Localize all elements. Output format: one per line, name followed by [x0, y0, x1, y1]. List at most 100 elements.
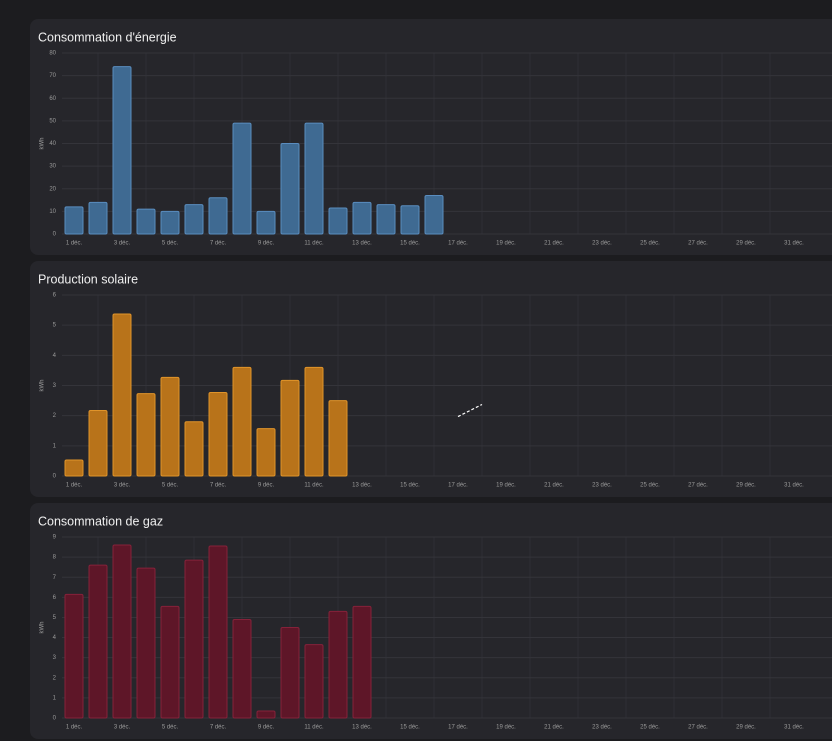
x-tick-label: 7 déc.	[210, 241, 227, 247]
x-tick-label: 31 déc.	[784, 241, 804, 247]
bar	[184, 204, 204, 235]
bar	[112, 66, 132, 235]
x-tick-label: 13 déc.	[352, 725, 372, 731]
x-tick-label: 13 déc.	[352, 241, 372, 247]
x-tick-label: 17 déc.	[448, 483, 468, 489]
card	[30, 261, 832, 497]
x-tick-label: 25 déc.	[640, 483, 660, 489]
y-tick-label: 10	[49, 209, 56, 215]
y-tick-label: 30	[49, 164, 56, 170]
x-tick-label: 7 déc.	[210, 725, 227, 731]
x-tick-label: 5 déc.	[162, 483, 179, 489]
bar	[88, 564, 108, 719]
x-tick-label: 27 déc.	[688, 483, 708, 489]
x-tick-label: 29 déc.	[736, 241, 756, 247]
bar	[328, 400, 348, 477]
x-tick-label: 19 déc.	[496, 241, 516, 247]
x-tick-label: 29 déc.	[736, 725, 756, 731]
x-tick-label: 3 déc.	[114, 241, 131, 247]
card	[30, 503, 832, 739]
x-tick-label: 17 déc.	[448, 725, 468, 731]
x-tick-label: 9 déc.	[258, 725, 275, 731]
y-tick-label: 0	[53, 716, 57, 722]
bar	[256, 210, 276, 235]
bar	[160, 210, 180, 235]
bar	[208, 545, 228, 719]
x-tick-label: 3 déc.	[114, 483, 131, 489]
y-tick-label: 20	[49, 186, 56, 192]
bar	[184, 559, 204, 719]
bar	[376, 204, 396, 235]
bar	[64, 593, 84, 719]
y-tick-label: 6	[53, 293, 57, 299]
chart-title: Production solaire	[38, 272, 138, 286]
bar	[352, 201, 372, 235]
x-tick-label: 11 déc.	[304, 725, 324, 731]
y-tick-label: 1	[53, 695, 57, 701]
card	[30, 19, 832, 255]
y-axis-label: kWh	[40, 622, 46, 634]
x-tick-label: 23 déc.	[592, 725, 612, 731]
bar	[160, 376, 180, 477]
y-tick-label: 80	[49, 51, 56, 57]
bar	[232, 366, 252, 477]
x-tick-label: 25 déc.	[640, 241, 660, 247]
bar	[352, 605, 372, 719]
x-tick-label: 9 déc.	[258, 483, 275, 489]
chart-title: Consommation de gaz	[38, 514, 163, 528]
x-tick-label: 9 déc.	[258, 241, 275, 247]
y-axis-label: kWh	[40, 138, 46, 150]
x-tick-label: 7 déc.	[210, 483, 227, 489]
x-tick-label: 27 déc.	[688, 241, 708, 247]
y-tick-label: 4	[53, 635, 57, 641]
x-tick-label: 27 déc.	[688, 725, 708, 731]
bar	[232, 122, 252, 235]
x-tick-label: 17 déc.	[448, 241, 468, 247]
bar	[112, 544, 132, 719]
bar	[136, 567, 156, 719]
bar	[232, 618, 252, 719]
x-tick-label: 21 déc.	[544, 725, 564, 731]
x-tick-label: 21 déc.	[544, 241, 564, 247]
y-tick-label: 3	[53, 655, 57, 661]
bar	[328, 610, 348, 719]
y-tick-label: 60	[49, 96, 56, 102]
bar	[280, 379, 300, 477]
bar	[88, 410, 108, 477]
y-tick-label: 70	[49, 73, 56, 79]
y-tick-label: 8	[53, 555, 57, 561]
y-tick-label: 2	[53, 413, 57, 419]
x-tick-label: 29 déc.	[736, 483, 756, 489]
x-tick-label: 23 déc.	[592, 241, 612, 247]
y-tick-label: 7	[53, 575, 57, 581]
x-tick-label: 31 déc.	[784, 725, 804, 731]
forecast-line	[457, 403, 483, 418]
x-tick-label: 5 déc.	[162, 241, 179, 247]
bar	[64, 459, 84, 477]
y-tick-label: 4	[53, 353, 57, 359]
bar	[256, 710, 276, 719]
chart-title: Consommation d'énergie	[38, 30, 177, 44]
x-tick-label: 23 déc.	[592, 483, 612, 489]
bar	[304, 366, 324, 477]
bar	[136, 393, 156, 477]
bar	[208, 197, 228, 235]
x-tick-label: 1 déc.	[66, 725, 83, 731]
x-tick-label: 1 déc.	[66, 483, 83, 489]
y-tick-label: 5	[53, 615, 57, 621]
x-tick-label: 21 déc.	[544, 483, 564, 489]
x-tick-label: 11 déc.	[304, 241, 324, 247]
bar	[424, 195, 444, 235]
y-tick-label: 0	[53, 232, 57, 238]
x-tick-label: 1 déc.	[66, 241, 83, 247]
y-tick-label: 9	[53, 535, 57, 541]
bar	[208, 391, 228, 477]
y-tick-label: 3	[53, 383, 57, 389]
bar	[64, 206, 84, 235]
x-tick-label: 25 déc.	[640, 725, 660, 731]
bar	[160, 605, 180, 719]
bar	[304, 644, 324, 719]
y-axis-label: kWh	[40, 380, 46, 392]
x-tick-label: 15 déc.	[400, 483, 420, 489]
